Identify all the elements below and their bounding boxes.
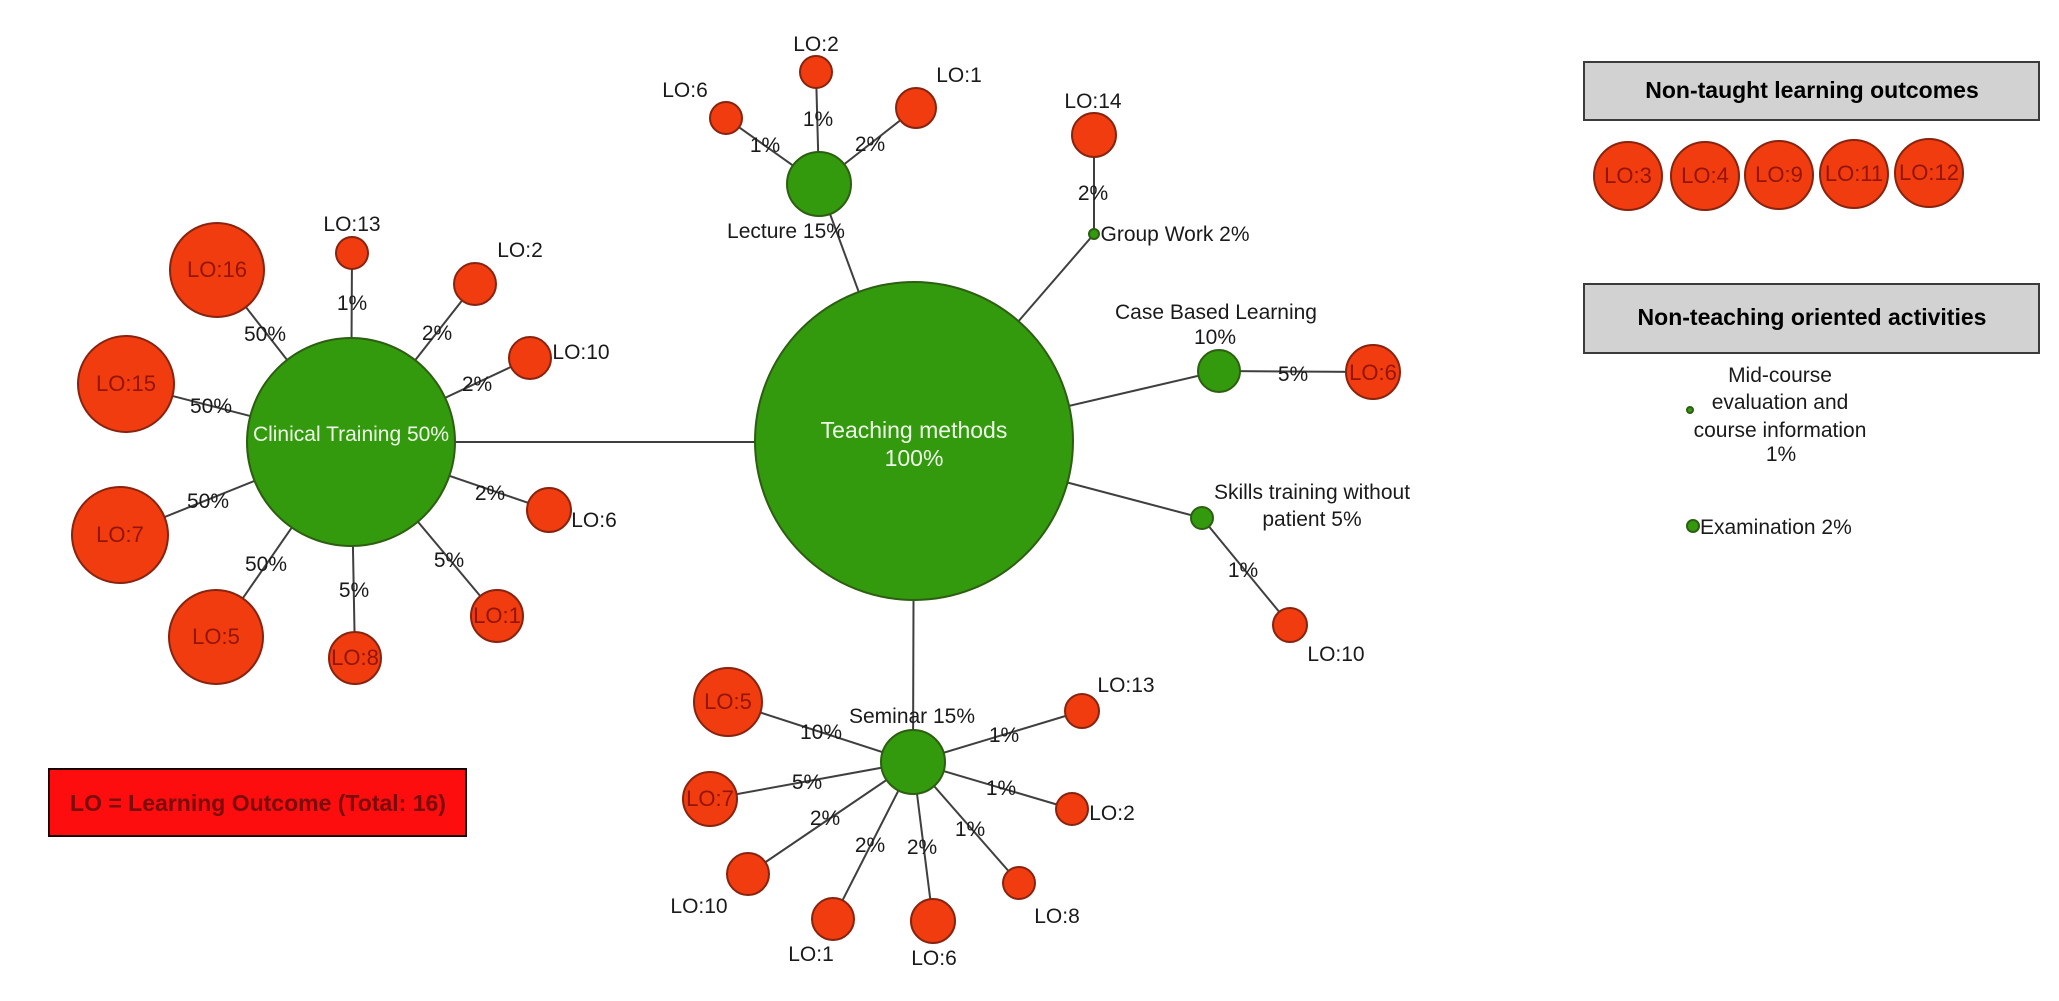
svg-text:LO:12: LO:12 bbox=[1899, 160, 1959, 185]
svg-text:5%: 5% bbox=[792, 771, 822, 794]
svg-text:2%: 2% bbox=[462, 373, 492, 396]
svg-text:1%: 1% bbox=[803, 108, 833, 131]
svg-text:LO:10: LO:10 bbox=[1307, 643, 1364, 666]
svg-text:LO:11: LO:11 bbox=[1825, 161, 1883, 186]
svg-text:LO:15: LO:15 bbox=[96, 371, 156, 396]
svg-text:1%: 1% bbox=[986, 777, 1016, 800]
svg-text:LO:13: LO:13 bbox=[1097, 674, 1154, 697]
svg-text:Case Based Learning: Case Based Learning bbox=[1115, 301, 1317, 324]
svg-text:5%: 5% bbox=[434, 549, 464, 572]
svg-text:2%: 2% bbox=[810, 807, 840, 830]
svg-text:LO:5: LO:5 bbox=[192, 624, 240, 649]
svg-text:5%: 5% bbox=[339, 579, 369, 602]
svg-text:course information: course information bbox=[1694, 419, 1867, 442]
svg-text:Non-teaching oriented activiti: Non-teaching oriented activities bbox=[1638, 304, 1987, 330]
svg-text:LO:6: LO:6 bbox=[571, 509, 617, 532]
svg-text:LO = Learning Outcome (Total:: LO = Learning Outcome (Total: 16) bbox=[70, 790, 446, 816]
svg-text:LO:3: LO:3 bbox=[1604, 163, 1652, 188]
svg-text:LO:10: LO:10 bbox=[670, 895, 727, 918]
svg-text:50%: 50% bbox=[187, 490, 229, 513]
svg-text:Seminar 15%: Seminar 15% bbox=[849, 705, 975, 728]
svg-text:100%: 100% bbox=[885, 445, 944, 471]
svg-text:2%: 2% bbox=[1078, 182, 1108, 205]
svg-text:LO:6: LO:6 bbox=[1349, 360, 1397, 385]
svg-text:LO:9: LO:9 bbox=[1755, 162, 1803, 187]
svg-text:LO:1: LO:1 bbox=[788, 943, 834, 966]
svg-text:Skills training without: Skills training without bbox=[1214, 481, 1410, 504]
svg-text:LO:1: LO:1 bbox=[936, 64, 982, 87]
svg-text:Mid-course: Mid-course bbox=[1728, 364, 1832, 387]
svg-text:LO:13: LO:13 bbox=[323, 213, 380, 236]
svg-text:LO:7: LO:7 bbox=[686, 786, 734, 811]
svg-text:LO:8: LO:8 bbox=[1034, 905, 1080, 928]
svg-text:LO:2: LO:2 bbox=[793, 33, 839, 56]
svg-text:LO:10: LO:10 bbox=[552, 341, 609, 364]
svg-text:LO:6: LO:6 bbox=[911, 947, 957, 970]
svg-text:LO:2: LO:2 bbox=[497, 239, 543, 262]
svg-text:LO:7: LO:7 bbox=[96, 522, 144, 547]
svg-text:Lecture 15%: Lecture 15% bbox=[727, 220, 845, 243]
svg-text:10%: 10% bbox=[1194, 326, 1236, 349]
svg-text:50%: 50% bbox=[245, 553, 287, 576]
svg-text:Teaching methods: Teaching methods bbox=[821, 417, 1008, 443]
svg-text:2%: 2% bbox=[422, 322, 452, 345]
svg-text:LO:16: LO:16 bbox=[187, 257, 247, 282]
svg-text:1%: 1% bbox=[955, 818, 985, 841]
svg-text:1%: 1% bbox=[337, 292, 367, 315]
svg-text:1%: 1% bbox=[1766, 443, 1796, 466]
svg-text:2%: 2% bbox=[475, 482, 505, 505]
svg-text:LO:6: LO:6 bbox=[662, 79, 708, 102]
svg-text:2%: 2% bbox=[907, 836, 937, 859]
svg-text:Examination 2%: Examination 2% bbox=[1700, 516, 1852, 539]
svg-text:patient 5%: patient 5% bbox=[1262, 508, 1361, 531]
svg-text:50%: 50% bbox=[190, 395, 232, 418]
svg-text:LO:2: LO:2 bbox=[1089, 802, 1135, 825]
svg-text:Group Work 2%: Group Work 2% bbox=[1101, 223, 1250, 246]
svg-text:2%: 2% bbox=[855, 133, 885, 156]
svg-text:2%: 2% bbox=[855, 834, 885, 857]
svg-text:LO:1: LO:1 bbox=[473, 603, 521, 628]
svg-text:evaluation and: evaluation and bbox=[1712, 391, 1849, 414]
svg-text:Clinical Training 50%: Clinical Training 50% bbox=[253, 423, 449, 446]
svg-text:Non-taught learning outcomes: Non-taught learning outcomes bbox=[1645, 77, 1979, 103]
svg-text:LO:5: LO:5 bbox=[704, 689, 752, 714]
svg-text:LO:8: LO:8 bbox=[331, 645, 379, 670]
svg-text:5%: 5% bbox=[1278, 363, 1308, 386]
svg-text:50%: 50% bbox=[244, 323, 286, 346]
svg-text:10%: 10% bbox=[800, 721, 842, 744]
svg-text:LO:14: LO:14 bbox=[1064, 90, 1122, 113]
svg-text:LO:4: LO:4 bbox=[1681, 163, 1729, 188]
svg-text:1%: 1% bbox=[1228, 559, 1258, 582]
svg-text:1%: 1% bbox=[750, 134, 780, 157]
svg-text:1%: 1% bbox=[989, 724, 1019, 747]
